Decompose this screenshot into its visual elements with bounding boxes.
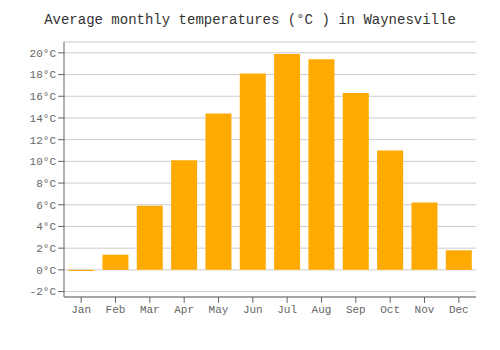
svg-text:12°C: 12°C: [30, 135, 57, 147]
svg-text:Mar: Mar: [140, 304, 160, 316]
svg-text:-2°C: -2°C: [30, 286, 57, 298]
svg-text:Jan: Jan: [71, 304, 91, 316]
svg-text:Apr: Apr: [174, 304, 194, 316]
svg-text:14°C: 14°C: [30, 113, 57, 125]
svg-text:Nov: Nov: [415, 304, 435, 316]
svg-text:Sep: Sep: [346, 304, 366, 316]
svg-text:Jun: Jun: [243, 304, 263, 316]
svg-text:Jul: Jul: [277, 304, 297, 316]
svg-text:May: May: [209, 304, 229, 316]
html-text:Average monthly temperatures (: Average monthly temperatures (°C ) in Wa…: [44, 12, 456, 28]
svg-text:4°C: 4°C: [36, 221, 56, 233]
svg-text:16°C: 16°C: [30, 91, 57, 103]
svg-text:10°C: 10°C: [30, 156, 57, 168]
svg-text:0°C: 0°C: [36, 265, 56, 277]
svg-text:18°C: 18°C: [30, 69, 57, 81]
svg-text:2°C: 2°C: [36, 243, 56, 255]
svg-text:20°C: 20°C: [30, 48, 57, 60]
svg-text:Aug: Aug: [312, 304, 332, 316]
svg-text:Feb: Feb: [106, 304, 126, 316]
svg-text:8°C: 8°C: [36, 178, 56, 190]
svg-text:6°C: 6°C: [36, 200, 56, 212]
svg-text:Dec: Dec: [449, 304, 469, 316]
svg-text:Oct: Oct: [380, 304, 400, 316]
